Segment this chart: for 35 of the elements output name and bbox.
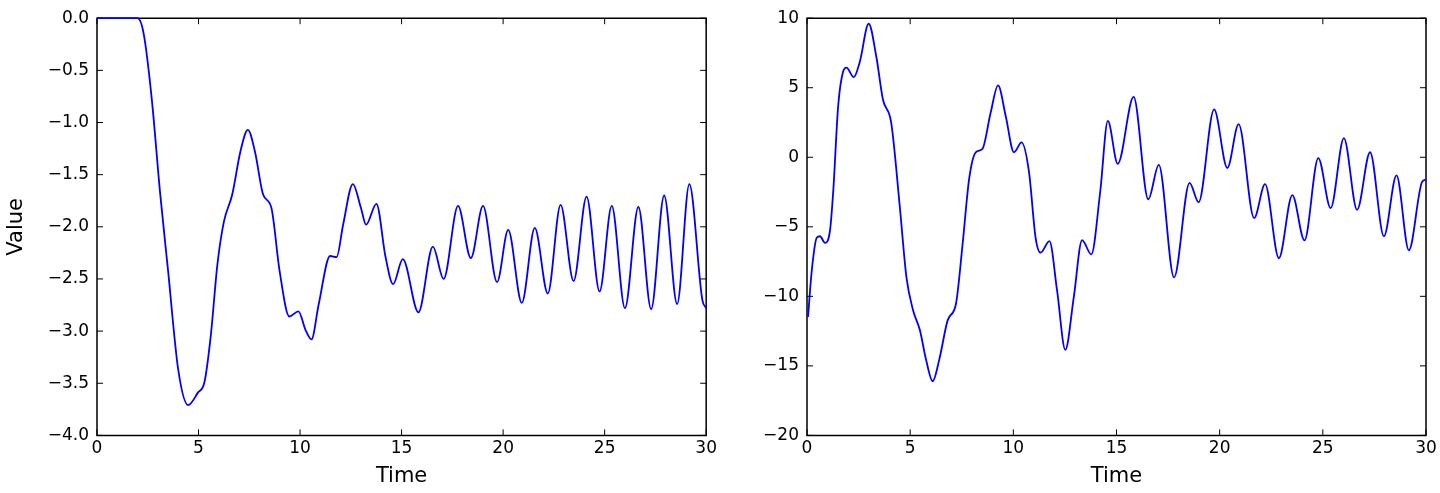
line-series	[96, 17, 708, 407]
y-tick-label: −20	[763, 423, 799, 444]
x-tick-label: 5	[193, 437, 204, 458]
x-tick-label: 25	[1312, 437, 1334, 458]
x-axis-title: Time	[1089, 462, 1143, 487]
y-tick-label: 10	[777, 6, 799, 27]
x-tick-label: 30	[695, 437, 717, 458]
y-tick-label: −1.5	[47, 163, 89, 184]
y-tick-label: 0	[788, 145, 799, 166]
y-tick-label: −15	[763, 354, 799, 375]
y-tick-label: 0.0	[61, 6, 89, 27]
x-tick-label: 0	[801, 437, 813, 458]
x-tick-label: 15	[390, 437, 413, 458]
y-axis-title: Value	[3, 197, 28, 256]
x-tick-label: 10	[1002, 437, 1025, 458]
x-tick-label: 5	[904, 437, 916, 458]
y-tick-label: 5	[788, 76, 799, 97]
y-tick-label: −2.0	[47, 215, 89, 236]
x-tick-label: 20	[492, 437, 514, 458]
line-series	[807, 22, 1427, 383]
y-tick-label: −3.0	[47, 319, 89, 340]
y-tick-label: −3.5	[47, 371, 89, 392]
x-tick-label: 15	[1105, 437, 1128, 458]
y-tick-label: −4.0	[47, 423, 89, 444]
x-tick-label: 30	[1415, 437, 1437, 458]
y-tick-label: −5	[773, 215, 799, 236]
y-tick-label: −2.5	[47, 267, 89, 288]
x-axis-title: Time	[374, 462, 428, 487]
x-tick-label: 10	[289, 437, 311, 458]
y-tick-label: −0.5	[47, 58, 89, 79]
x-tick-label: 25	[593, 437, 616, 458]
y-tick-label: −10	[763, 284, 799, 305]
x-tick-label: 20	[1208, 437, 1231, 458]
y-tick-label: −1.0	[47, 110, 89, 131]
x-tick-label: 0	[91, 437, 103, 458]
